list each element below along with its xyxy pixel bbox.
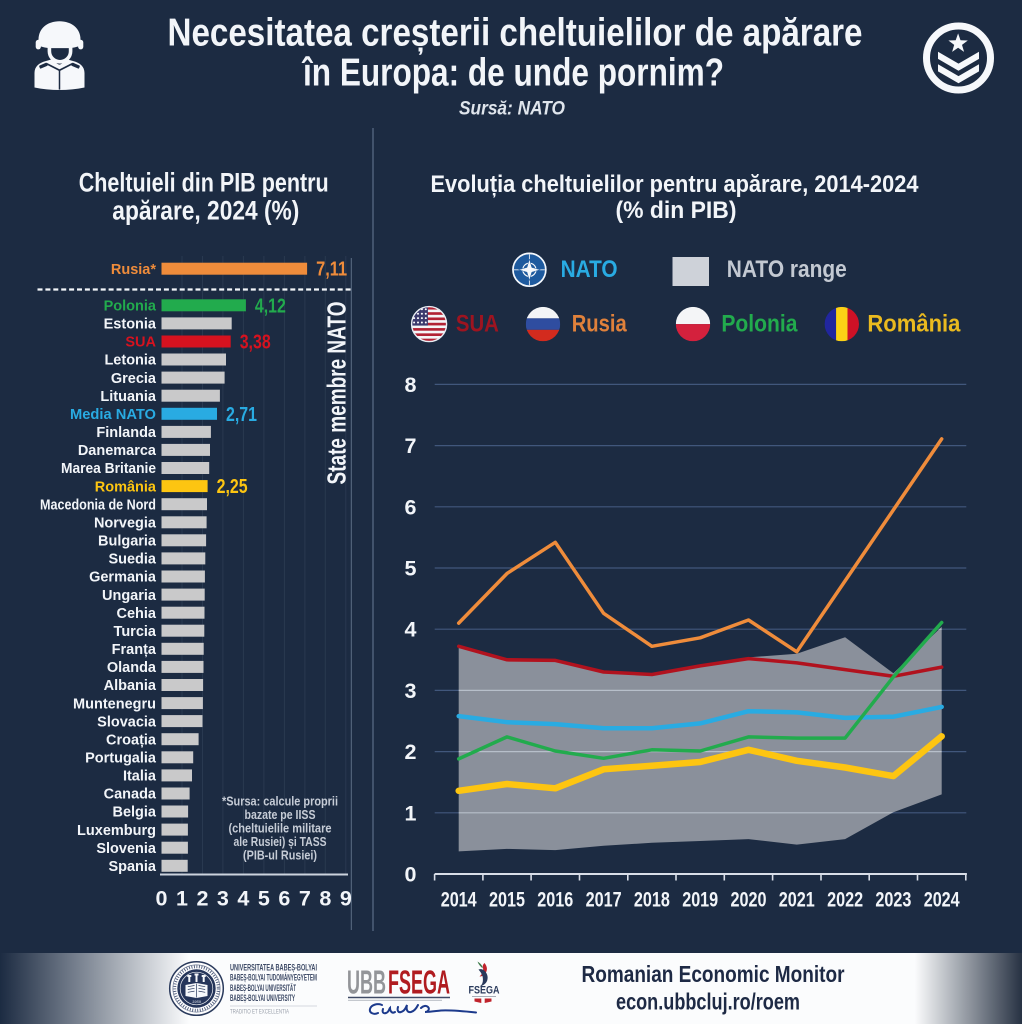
svg-text:Necesitatea creșterii cheltuie: Necesitatea creșterii cheltuielilor de a…	[168, 12, 863, 55]
svg-text:Suedia: Suedia	[108, 552, 156, 568]
svg-text:5: 5	[405, 557, 417, 581]
svg-text:Slovacia: Slovacia	[97, 714, 157, 730]
svg-text:Marea Britanie: Marea Britanie	[61, 461, 156, 477]
svg-text:România: România	[867, 311, 961, 338]
svg-text:Estonia: Estonia	[104, 317, 157, 333]
svg-text:2019: 2019	[682, 888, 718, 912]
svg-text:Lituania: Lituania	[100, 389, 157, 405]
svg-text:România: România	[95, 479, 157, 495]
svg-text:Canada: Canada	[104, 787, 157, 803]
svg-text:2,71: 2,71	[226, 403, 257, 426]
svg-text:Belgia: Belgia	[112, 805, 156, 821]
svg-text:Cheltuieli din PIB pentru: Cheltuieli din PIB pentru	[79, 168, 329, 198]
svg-text:8: 8	[405, 373, 417, 397]
svg-text:în Europa: de unde pornim?: în Europa: de unde pornim?	[301, 52, 724, 95]
svg-text:Grecia: Grecia	[111, 371, 157, 387]
svg-text:Franța: Franța	[112, 642, 157, 658]
svg-text:*Sursa: calcule proprii: *Sursa: calcule proprii	[222, 794, 338, 809]
svg-text:Polonia: Polonia	[721, 311, 798, 338]
svg-text:2022: 2022	[827, 888, 863, 912]
svg-text:2,25: 2,25	[217, 475, 248, 498]
svg-text:1: 1	[176, 887, 188, 911]
svg-text:7: 7	[405, 434, 417, 458]
svg-text:2021: 2021	[779, 888, 815, 912]
svg-text:6: 6	[278, 887, 290, 911]
svg-text:9: 9	[340, 887, 352, 911]
svg-text:Sursă: NATO: Sursă: NATO	[459, 98, 565, 120]
svg-text:FSEGA: FSEGA	[469, 985, 500, 997]
svg-text:Portugalia: Portugalia	[85, 751, 157, 767]
svg-text:3,38: 3,38	[240, 331, 271, 354]
svg-text:5: 5	[258, 887, 270, 911]
svg-text:Danemarca: Danemarca	[78, 443, 157, 459]
svg-text:4: 4	[237, 887, 249, 911]
svg-text:6: 6	[405, 495, 417, 519]
svg-text:Letonia: Letonia	[104, 353, 156, 369]
svg-text:Media NATO: Media NATO	[70, 407, 156, 423]
svg-text:Romanian Economic Monitor: Romanian Economic Monitor	[582, 961, 845, 987]
svg-text:2: 2	[197, 887, 209, 911]
svg-text:UNIVERSITATEA BABEȘ-BOLYAI: UNIVERSITATEA BABEȘ-BOLYAI	[230, 963, 317, 973]
svg-text:2018: 2018	[634, 888, 670, 912]
svg-text:2017: 2017	[586, 888, 622, 912]
svg-text:(% din PIB): (% din PIB)	[616, 197, 737, 224]
svg-text:UBB: UBB	[347, 964, 386, 1001]
svg-text:Germania: Germania	[89, 570, 157, 586]
svg-text:7: 7	[299, 887, 311, 911]
svg-text:Evoluția cheltuielilor pentru: Evoluția cheltuielilor pentru apărare, 2…	[431, 171, 919, 198]
svg-text:4,12: 4,12	[255, 294, 286, 317]
svg-text:Finlanda: Finlanda	[96, 425, 157, 441]
svg-text:State membre NATO: State membre NATO	[322, 302, 352, 485]
svg-text:Slovenia: Slovenia	[96, 841, 157, 857]
svg-text:(PIB-ul Rusiei): (PIB-ul Rusiei)	[243, 848, 317, 863]
svg-text:bazate pe IISS: bazate pe IISS	[245, 807, 316, 822]
svg-text:SUA: SUA	[125, 335, 156, 351]
svg-text:2024: 2024	[924, 888, 960, 912]
svg-text:Muntenegru: Muntenegru	[73, 696, 156, 712]
svg-text:Olanda: Olanda	[107, 660, 157, 676]
svg-text:apărare, 2024 (%): apărare, 2024 (%)	[112, 196, 299, 226]
svg-text:(cheltuielile militare: (cheltuielile militare	[229, 821, 332, 836]
svg-text:2: 2	[405, 740, 417, 764]
svg-text:0: 0	[156, 887, 168, 911]
svg-text:ale Rusiei) și TASS: ale Rusiei) și TASS	[234, 834, 327, 849]
svg-text:Bulgaria: Bulgaria	[98, 534, 157, 550]
svg-text:BABEȘ-BOLYAI UNIVERSITÄT: BABEȘ-BOLYAI UNIVERSITÄT	[230, 983, 296, 993]
svg-text:Polonia: Polonia	[104, 299, 157, 315]
svg-text:8: 8	[319, 887, 331, 911]
svg-text:Rusia*: Rusia*	[111, 262, 156, 278]
svg-text:2016: 2016	[537, 888, 573, 912]
svg-text:FSEGA: FSEGA	[388, 964, 450, 1001]
svg-text:Cehia: Cehia	[117, 606, 157, 622]
svg-text:2014: 2014	[441, 888, 477, 912]
svg-text:4: 4	[405, 618, 417, 642]
svg-text:Italia: Italia	[123, 769, 157, 785]
svg-text:Ungaria: Ungaria	[102, 588, 157, 604]
svg-text:Croația: Croația	[106, 732, 157, 748]
svg-text:Spania: Spania	[108, 859, 156, 875]
svg-text:2020: 2020	[731, 888, 767, 912]
svg-text:TRADITIO ET EXCELLENTIA: TRADITIO ET EXCELLENTIA	[230, 1009, 289, 1016]
svg-text:1: 1	[405, 801, 417, 825]
svg-text:BABEȘ-BOLYAI TUDOMÁNYEGYETEM: BABEȘ-BOLYAI TUDOMÁNYEGYETEM	[230, 973, 317, 983]
svg-text:Albania: Albania	[104, 678, 157, 694]
svg-text:econ.ubbcluj.ro/roem: econ.ubbcluj.ro/roem	[616, 989, 800, 1015]
svg-text:0: 0	[405, 863, 417, 887]
svg-text:Luxemburg: Luxemburg	[77, 823, 156, 839]
svg-text:7,11: 7,11	[316, 258, 347, 281]
svg-text:2015: 2015	[489, 888, 525, 912]
svg-text:3: 3	[405, 679, 417, 703]
svg-text:Turcia: Turcia	[114, 624, 157, 640]
svg-text:BABEȘ-BOLYAI UNIVERSITY: BABEȘ-BOLYAI UNIVERSITY	[230, 993, 295, 1003]
svg-text:SUA: SUA	[456, 311, 499, 338]
svg-text:NATO: NATO	[561, 256, 618, 283]
svg-text:1959: 1959	[192, 999, 202, 1004]
svg-text:3: 3	[217, 887, 229, 911]
svg-text:Norvegia: Norvegia	[94, 516, 157, 532]
svg-text:Rusia: Rusia	[572, 311, 628, 338]
svg-text:2023: 2023	[875, 888, 911, 912]
svg-text:Macedonia de Nord: Macedonia de Nord	[40, 497, 156, 513]
svg-text:NATO range: NATO range	[727, 256, 847, 283]
